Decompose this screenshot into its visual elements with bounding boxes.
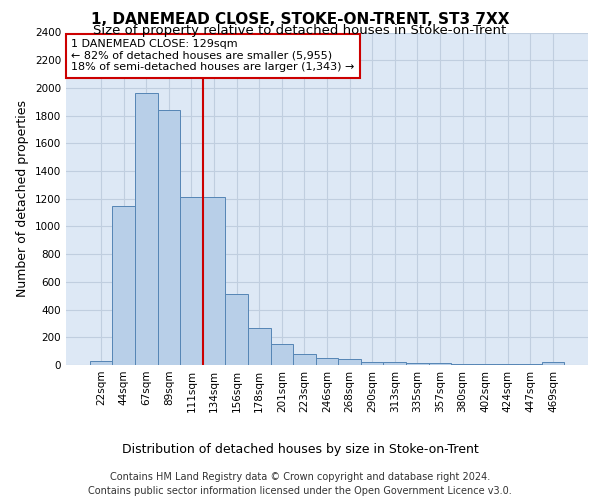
Bar <box>271 344 293 365</box>
Bar <box>474 364 496 365</box>
Bar <box>90 361 112 365</box>
Bar <box>158 110 180 365</box>
Text: 1 DANEMEAD CLOSE: 129sqm
← 82% of detached houses are smaller (5,955)
18% of sem: 1 DANEMEAD CLOSE: 129sqm ← 82% of detach… <box>71 39 355 72</box>
Text: Size of property relative to detached houses in Stoke-on-Trent: Size of property relative to detached ho… <box>94 24 506 37</box>
Bar <box>428 363 451 365</box>
Bar <box>293 354 316 365</box>
Bar <box>451 364 474 365</box>
Text: 1, DANEMEAD CLOSE, STOKE-ON-TRENT, ST3 7XX: 1, DANEMEAD CLOSE, STOKE-ON-TRENT, ST3 7… <box>91 12 509 28</box>
Bar <box>406 363 428 365</box>
Bar <box>316 358 338 365</box>
Bar <box>542 362 564 365</box>
Text: Contains public sector information licensed under the Open Government Licence v3: Contains public sector information licen… <box>88 486 512 496</box>
Bar <box>383 362 406 365</box>
Y-axis label: Number of detached properties: Number of detached properties <box>16 100 29 297</box>
Bar <box>203 198 226 365</box>
Bar <box>226 294 248 365</box>
Bar <box>112 206 135 365</box>
Bar <box>135 94 158 365</box>
Bar <box>180 198 203 365</box>
Text: Contains HM Land Registry data © Crown copyright and database right 2024.: Contains HM Land Registry data © Crown c… <box>110 472 490 482</box>
Bar <box>248 328 271 365</box>
Bar <box>496 364 519 365</box>
Bar <box>361 362 383 365</box>
Text: Distribution of detached houses by size in Stoke-on-Trent: Distribution of detached houses by size … <box>122 442 478 456</box>
Bar <box>519 364 542 365</box>
Bar <box>338 359 361 365</box>
